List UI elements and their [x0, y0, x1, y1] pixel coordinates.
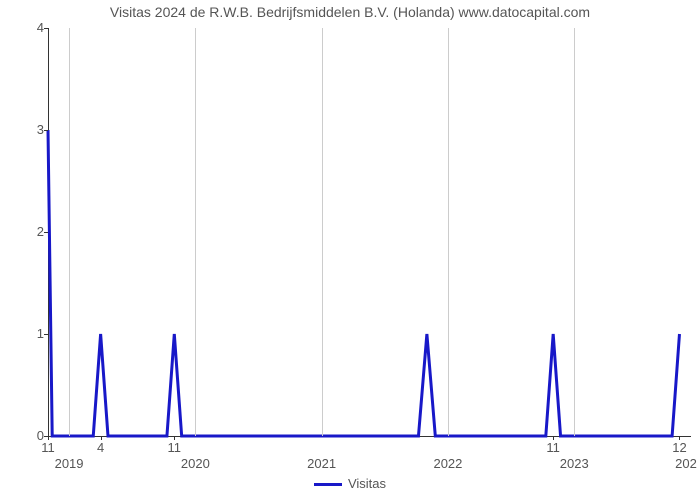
- y-tick-label: 4: [4, 20, 44, 35]
- series-line: [48, 130, 679, 436]
- vgrid: [574, 28, 575, 436]
- x-year-label: 202: [675, 456, 697, 471]
- x-year-label: 2019: [55, 456, 84, 471]
- y-tick-mark: [44, 130, 48, 131]
- vgrid: [195, 28, 196, 436]
- x-tick-label: 11: [546, 440, 560, 455]
- legend: Visitas: [0, 476, 700, 491]
- y-tick-label: 1: [4, 326, 44, 341]
- vgrid: [322, 28, 323, 436]
- y-tick-label: 3: [4, 122, 44, 137]
- x-tick-label: 4: [97, 440, 104, 455]
- y-tick-mark: [44, 28, 48, 29]
- x-year-label: 2023: [560, 456, 589, 471]
- x-tick-label: 11: [168, 440, 182, 455]
- y-tick-mark: [44, 334, 48, 335]
- x-tick-label: 12: [672, 440, 686, 455]
- x-tick-label: 11: [41, 440, 55, 455]
- x-year-label: 2021: [307, 456, 336, 471]
- chart-svg: [0, 0, 700, 500]
- y-tick-mark: [44, 232, 48, 233]
- legend-label: Visitas: [348, 476, 386, 491]
- y-tick-label: 2: [4, 224, 44, 239]
- y-tick-label: 0: [4, 428, 44, 443]
- legend-swatch: [314, 483, 342, 486]
- x-year-label: 2022: [433, 456, 462, 471]
- x-year-label: 2020: [181, 456, 210, 471]
- vgrid: [448, 28, 449, 436]
- vgrid: [69, 28, 70, 436]
